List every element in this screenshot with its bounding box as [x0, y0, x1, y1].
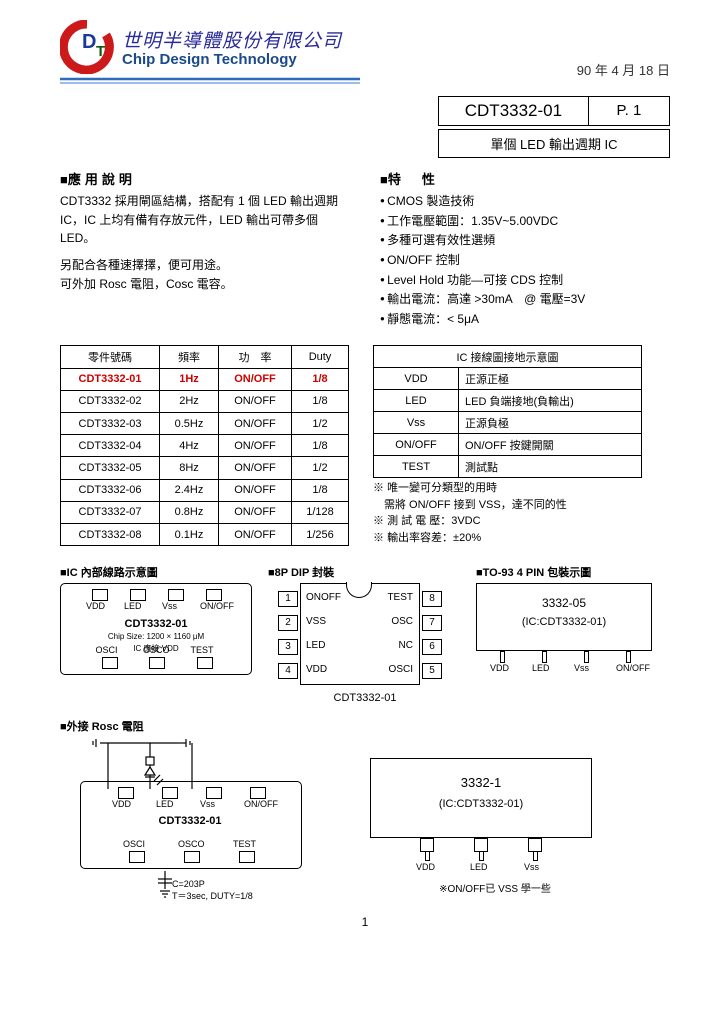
pin-row: Vss正源負極: [374, 412, 642, 434]
diagram-rosc: ■外接 Rosc 電阻 V: [60, 718, 340, 907]
logo-mark: D T: [60, 20, 114, 74]
feature-item: 工作電壓範圍：1.35V~5.00VDC: [380, 212, 670, 231]
spec-row: CDT3332-080.1HzON/OFF1/256: [61, 524, 349, 546]
doc-date: 90 年 4 月 18 日: [577, 60, 670, 79]
right-column: ■特 性 CMOS 製造技術工作電壓範圍：1.35V~5.00VDC多種可選有效…: [380, 170, 670, 329]
section-title-feat: ■特 性: [380, 170, 670, 190]
header: D T 世明半導體股份有限公司 Chip Design Technology 9…: [60, 20, 670, 74]
app-para-2: 另配合各種速擇擇，便可用途。 可外加 Rosc 電阻，Cosc 電容。: [60, 256, 350, 293]
pin-row: TEST測試點: [374, 456, 642, 478]
company-name-en: Chip Design Technology: [122, 51, 342, 68]
feature-item: CMOS 製造技術: [380, 192, 670, 211]
feature-item: 輸出電流：高達 >30mA @ 電壓=3V: [380, 290, 670, 309]
left-column: ■應用說明 CDT3332 採用閘區結構，搭配有 1 個 LED 輸出週期 IC…: [60, 170, 350, 329]
pin-note: 唯一變可分類型的用時 需將 ON/OFF 接到 VSS，達不同的性: [373, 480, 642, 513]
spec-row: CDT3332-022HzON/OFF1/8: [61, 390, 349, 412]
pin-row: ON/OFFON/OFF 按鍵開關: [374, 434, 642, 456]
svg-text:D: D: [82, 31, 96, 53]
spec-row: CDT3332-044HzON/OFF1/8: [61, 435, 349, 457]
doc-title-box: CDT3332-01 P. 1: [438, 96, 670, 126]
diagram-to93: ■TO-93 4 PIN 包裝示圖 3332-05 (IC:CDT3332-01…: [476, 564, 670, 704]
spec-row: CDT3332-070.8HzON/OFF1/128: [61, 501, 349, 523]
spec-row: CDT3332-058HzON/OFF1/2: [61, 457, 349, 479]
section-title-app: ■應用說明: [60, 170, 350, 190]
spec-header: 頻率: [160, 346, 219, 368]
feature-list: CMOS 製造技術工作電壓範圍：1.35V~5.00VDC多種可選有效性選頻ON…: [380, 192, 670, 328]
page-number: 1: [60, 915, 670, 929]
diagram-chip: ■IC 內部線路示意圖 CDT3332-01 Chip Size: 1200 ×…: [60, 564, 254, 704]
page-ref: P. 1: [589, 97, 669, 125]
pin-row: LEDLED 負端接地(負輸出): [374, 390, 642, 412]
company-name-cn: 世明半導體股份有限公司: [122, 26, 342, 53]
svg-text:T: T: [96, 43, 105, 60]
diagram-pkg2: 3332-1 (IC:CDT3332-01) VDDLEDVss ※ON/OFF…: [370, 758, 620, 907]
doc-subtitle: 單個 LED 輸出週期 IC: [438, 129, 670, 158]
spec-row: CDT3332-011HzON/OFF1/8: [61, 368, 349, 390]
feature-item: 靜態電流：< 5μA: [380, 310, 670, 329]
spec-table: 零件號碼頻率功 率DutyCDT3332-011HzON/OFF1/8CDT33…: [60, 345, 349, 546]
pin-note: 測 試 電 壓：3VDC: [373, 513, 642, 530]
spec-row: CDT3332-062.4HzON/OFF1/8: [61, 479, 349, 501]
feature-item: 多種可選有效性選頻: [380, 231, 670, 250]
spec-header: 零件號碼: [61, 346, 160, 368]
diagram-dip: ■8P DIP 封裝 1ONOFF2VSS3LED4VDD8TEST7OSC6N…: [268, 564, 462, 704]
feature-item: ON/OFF 控制: [380, 251, 670, 270]
header-rule: [60, 76, 360, 86]
spec-header: 功 率: [219, 346, 292, 368]
pin-table: IC 接線圖接地示意圖VDD正源正極LEDLED 負端接地(負輸出)Vss正源負…: [373, 345, 642, 478]
pin-table-title: IC 接線圖接地示意圖: [374, 346, 642, 368]
logo: D T 世明半導體股份有限公司 Chip Design Technology: [60, 20, 342, 74]
pin-note: 輸出率容差：±20%: [373, 530, 642, 547]
part-number: CDT3332-01: [439, 97, 589, 125]
spec-header: Duty: [292, 346, 349, 368]
app-para-1: CDT3332 採用閘區結構，搭配有 1 個 LED 輸出週期 IC，IC 上均…: [60, 192, 350, 248]
spec-row: CDT3332-030.5HzON/OFF1/2: [61, 412, 349, 434]
pin-notes: 唯一變可分類型的用時 需將 ON/OFF 接到 VSS，達不同的性測 試 電 壓…: [373, 480, 642, 546]
feature-item: Level Hold 功能—可接 CDS 控制: [380, 271, 670, 290]
pin-row: VDD正源正極: [374, 368, 642, 390]
